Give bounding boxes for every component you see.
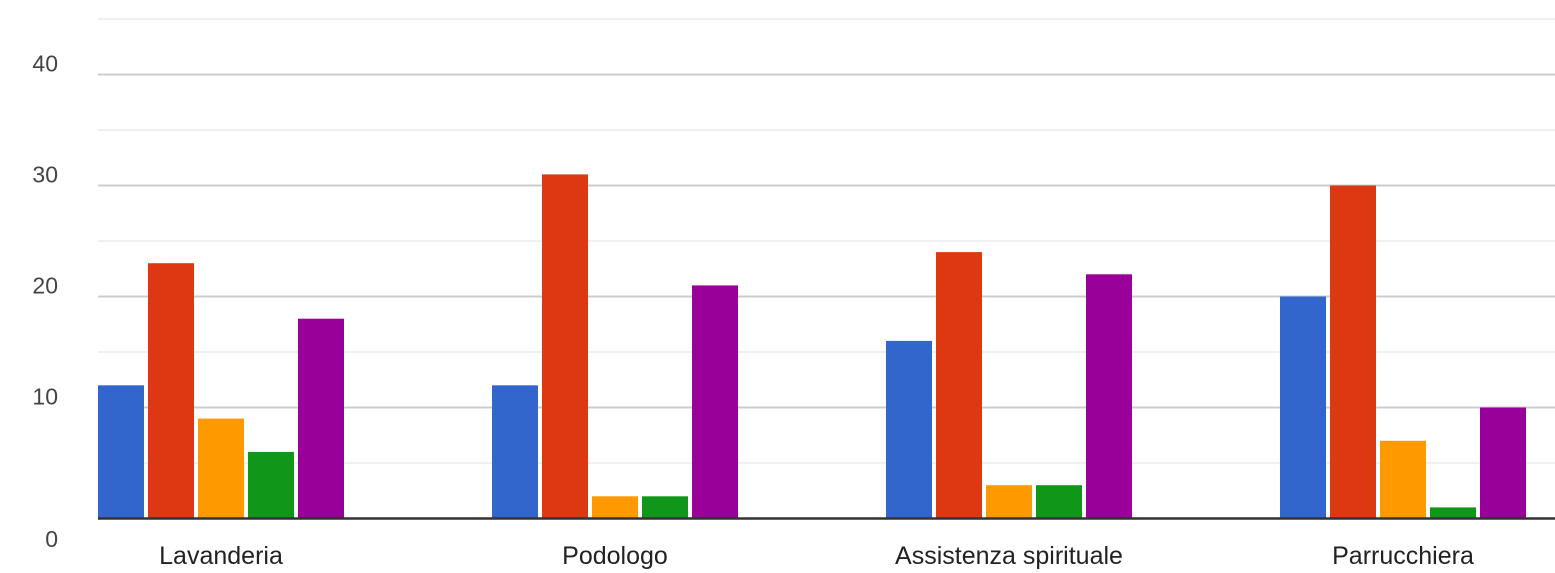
y-tick-label: 20 [32,273,58,299]
y-tick-label: 10 [32,384,58,410]
bar-podologo-series-1[interactable] [492,385,538,519]
bar-parrucchiera-series-4[interactable] [1430,507,1476,519]
bar-parrucchiera-series-3[interactable] [1380,440,1426,519]
bars [98,174,1526,519]
bar-podologo-series-2[interactable] [542,174,588,519]
category-label: Lavanderia [159,542,283,570]
bar-parrucchiera-series-5[interactable] [1480,407,1526,519]
bar-podologo-series-4[interactable] [642,496,688,519]
bar-lavanderia-series-1[interactable] [98,385,144,519]
bar-podologo-series-3[interactable] [592,496,638,519]
bar-lavanderia-series-4[interactable] [248,451,294,519]
bar-parrucchiera-series-2[interactable] [1330,185,1376,519]
bar-assistenza-spirituale-series-1[interactable] [886,340,932,519]
bar-assistenza-spirituale-series-4[interactable] [1036,485,1082,519]
bar-assistenza-spirituale-series-2[interactable] [936,252,982,519]
bar-assistenza-spirituale-series-3[interactable] [986,485,1032,519]
category-label: Parrucchiera [1332,542,1474,570]
y-tick-label: 30 [32,162,58,188]
category-label: Assistenza spirituale [895,542,1123,570]
bar-assistenza-spirituale-series-5[interactable] [1086,274,1132,519]
bar-lavanderia-series-5[interactable] [298,318,344,519]
bar-lavanderia-series-2[interactable] [148,263,194,519]
y-tick-label: 40 [32,51,58,77]
bar-podologo-series-5[interactable] [692,285,738,519]
bar-lavanderia-series-3[interactable] [198,418,244,519]
category-label: Podologo [562,542,668,570]
x-category-labels: Lavanderia Podologo Assistenza spirituale P… [159,542,1474,570]
y-tick-labels: 0 10 20 30 40 [32,51,58,553]
y-tick-label: 0 [45,526,58,552]
bar-parrucchiera-series-1[interactable] [1280,296,1326,519]
